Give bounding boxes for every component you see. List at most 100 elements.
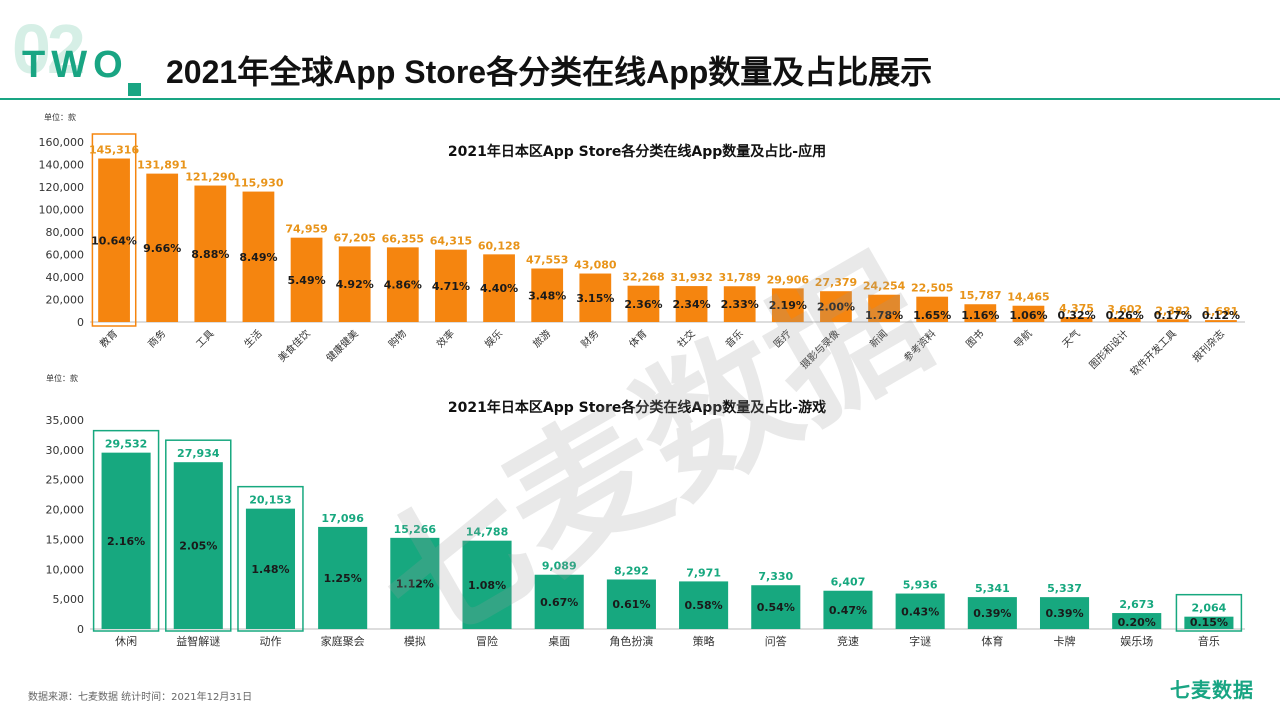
y-tick-label: 160,000 xyxy=(39,136,85,149)
share-label: 0.26% xyxy=(1106,309,1144,322)
value-label: 74,959 xyxy=(285,223,327,236)
y-tick-label: 35,000 xyxy=(46,414,85,427)
category-label: 医疗 xyxy=(771,327,794,350)
value-label: 29,532 xyxy=(105,438,147,451)
category-label: 模拟 xyxy=(404,634,426,648)
share-label: 2.36% xyxy=(624,298,662,311)
share-label: 0.54% xyxy=(757,601,795,614)
bar xyxy=(1184,616,1234,629)
bar xyxy=(751,585,801,629)
y-tick-label: 20,000 xyxy=(46,504,85,517)
category-label: 桌面 xyxy=(548,635,570,648)
bar xyxy=(1112,613,1162,629)
bar xyxy=(771,288,804,322)
bar xyxy=(1060,317,1093,322)
bar xyxy=(823,590,873,629)
value-label: 29,906 xyxy=(767,273,810,286)
share-label: 1.08% xyxy=(468,579,506,592)
data-source-note: 数据来源：七麦数据 统计时间：2021年12月31日 xyxy=(28,692,253,703)
category-label: 冒险 xyxy=(476,634,498,648)
share-label: 8.88% xyxy=(191,248,229,261)
value-label: 22,505 xyxy=(911,282,953,295)
y-tick-label: 100,000 xyxy=(39,204,85,217)
share-label: 1.06% xyxy=(1009,309,1047,322)
bar xyxy=(916,296,949,322)
category-label: 财务 xyxy=(578,327,601,350)
y-tick-label: 60,000 xyxy=(46,249,85,262)
bar xyxy=(1108,317,1141,322)
value-label: 8,292 xyxy=(614,564,649,577)
share-label: 2.19% xyxy=(769,299,807,312)
share-label: 0.47% xyxy=(829,604,867,617)
y-tick-label: 25,000 xyxy=(46,474,85,487)
category-label: 休闲 xyxy=(115,634,137,648)
page-title: 2021年全球App Store各分类在线App数量及占比展示 xyxy=(166,54,933,90)
highlight-box xyxy=(91,133,137,327)
share-label: 0.15% xyxy=(1190,616,1228,629)
value-label: 17,096 xyxy=(321,512,364,525)
bar xyxy=(964,304,997,322)
value-label: 67,205 xyxy=(333,231,375,244)
value-label: 66,355 xyxy=(382,232,424,245)
bar xyxy=(98,158,130,322)
bar xyxy=(101,452,151,629)
bar xyxy=(194,185,227,322)
value-label: 145,316 xyxy=(89,144,139,157)
value-label: 1,681 xyxy=(1204,305,1239,318)
category-label: 导航 xyxy=(1011,327,1034,350)
header-divider xyxy=(0,98,1280,100)
category-label: 社交 xyxy=(674,327,697,350)
bar xyxy=(1039,597,1090,629)
share-label: 0.12% xyxy=(1202,309,1240,322)
category-label: 天气 xyxy=(1059,327,1082,350)
share-label: 1.16% xyxy=(961,309,999,322)
value-label: 2,064 xyxy=(1192,602,1227,615)
value-label: 9,089 xyxy=(542,560,577,573)
apps-bar-chart: 单位：款 2021年日本区App Store各分类在线App数量及占比-应用 0 20… xyxy=(39,112,1245,378)
value-label: 4,375 xyxy=(1059,302,1094,315)
value-label: 2,382 xyxy=(1155,304,1190,317)
bar xyxy=(723,286,756,322)
category-label: 娱乐场 xyxy=(1120,634,1153,648)
y-tick-label: 140,000 xyxy=(39,159,85,172)
value-label: 31,789 xyxy=(718,271,760,284)
value-label: 5,337 xyxy=(1047,582,1082,595)
category-label: 图形和设计 xyxy=(1086,327,1131,372)
bar xyxy=(820,291,852,322)
value-label: 5,936 xyxy=(903,579,938,592)
highlight-box xyxy=(165,439,232,632)
highlight-box xyxy=(1175,593,1243,632)
section-label: TWO xyxy=(22,44,129,86)
value-label: 27,934 xyxy=(177,447,220,460)
category-label: 摄影与录像 xyxy=(798,327,843,372)
share-label: 0.32% xyxy=(1057,309,1095,322)
bar xyxy=(338,246,371,322)
category-label: 策略 xyxy=(693,634,715,648)
y-tick-label: 10,000 xyxy=(46,563,85,576)
share-label: 2.34% xyxy=(672,298,710,311)
bar xyxy=(245,508,296,629)
value-label: 32,268 xyxy=(622,271,664,284)
value-label: 15,266 xyxy=(394,523,437,536)
bar xyxy=(462,540,512,629)
value-label: 31,932 xyxy=(670,271,712,284)
category-label: 购物 xyxy=(386,327,409,350)
highlight-box xyxy=(92,429,160,632)
bar xyxy=(679,581,729,629)
bar xyxy=(386,247,419,322)
category-label: 益智解谜 xyxy=(176,634,220,648)
category-label: 家庭聚会 xyxy=(321,634,365,648)
share-label: 0.39% xyxy=(1045,607,1083,620)
category-label: 效率 xyxy=(434,327,457,350)
value-label: 20,153 xyxy=(249,494,291,507)
value-label: 7,330 xyxy=(758,570,793,583)
share-label: 4.86% xyxy=(384,279,422,292)
value-label: 121,290 xyxy=(185,171,235,184)
share-label: 0.43% xyxy=(901,605,939,618)
value-label: 27,379 xyxy=(815,276,857,289)
share-label: 3.48% xyxy=(528,289,566,302)
highlight-box xyxy=(237,485,304,632)
value-label: 2,673 xyxy=(1119,598,1154,611)
share-label: 2.00% xyxy=(817,301,855,314)
share-label: 0.67% xyxy=(540,596,578,609)
